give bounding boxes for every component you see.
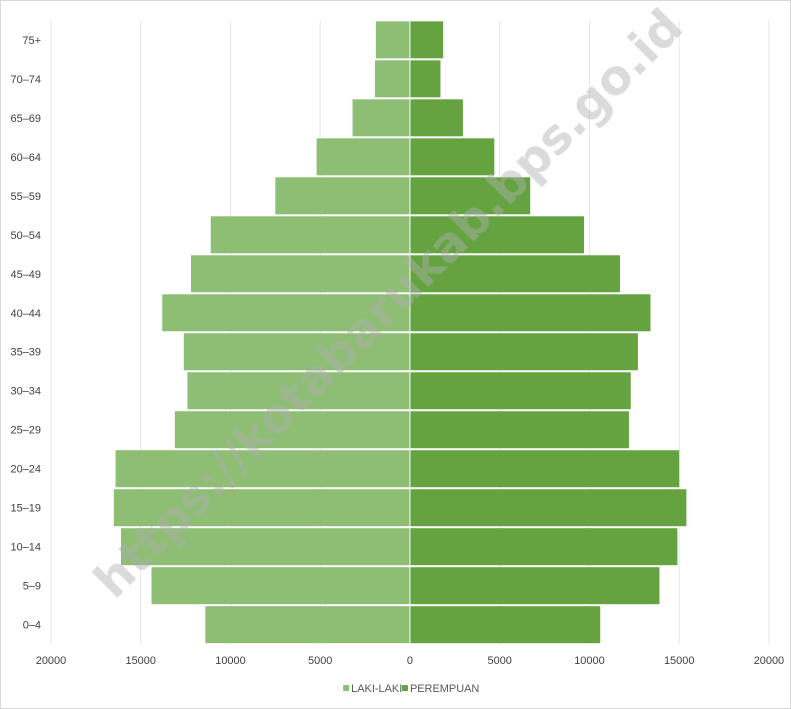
bar-laki-laki [187,372,410,410]
bar-perempuan [409,411,629,449]
y-category-label: 45–49 [11,269,41,281]
bars [113,20,687,645]
legend: LAKI-LAKI PEREMPUAN [343,683,479,695]
y-category-label: 30–34 [11,386,41,398]
bar-perempuan [409,489,687,527]
x-tick-label: 20000 [36,655,66,667]
bar-perempuan [409,255,620,293]
x-tick-label: 10000 [574,655,604,667]
bar-laki-laki [115,450,410,488]
y-category-label: 60–64 [11,152,41,164]
bar-perempuan [409,606,601,644]
bar-laki-laki [374,60,410,98]
bar-laki-laki [275,177,410,215]
bar-laki-laki [190,255,410,293]
bar-laki-laki [120,528,410,566]
bar-perempuan [409,528,678,566]
bar-perempuan [409,567,660,605]
y-category-label: 65–69 [11,113,41,125]
bar-perempuan [409,21,444,59]
y-category-label: 15–19 [11,503,41,515]
bar-perempuan [409,60,441,98]
bar-perempuan [409,177,531,215]
y-category-label: 70–74 [11,74,41,86]
bar-laki-laki [205,606,410,644]
y-category-label: 10–14 [11,542,41,554]
bar-laki-laki [210,216,410,254]
bar-laki-laki [113,489,410,527]
y-category-label: 40–44 [11,308,41,320]
x-tick-label: 20000 [754,655,784,667]
legend-swatch-perempuan [401,685,408,692]
bar-laki-laki [151,567,410,605]
x-tick-label: 15000 [664,655,694,667]
bar-laki-laki [352,99,410,137]
y-category-label: 25–29 [11,425,41,437]
bar-perempuan [409,450,680,488]
bar-perempuan [409,138,495,176]
bar-perempuan [409,333,638,371]
y-category-label: 20–24 [11,464,41,476]
y-category-label: 50–54 [11,230,41,242]
bar-laki-laki [162,294,410,332]
y-category-label: 0–4 [23,620,41,632]
bar-perempuan [409,216,585,254]
x-tick-label: 15000 [125,655,155,667]
bar-laki-laki [183,333,410,371]
legend-label-laki-laki: LAKI-LAKI [351,683,402,695]
y-category-label: 55–59 [11,191,41,203]
bar-perempuan [409,372,631,410]
x-tick-label: 10000 [215,655,245,667]
x-tick-label: 5000 [308,655,332,667]
y-category-label: 35–39 [11,347,41,359]
bar-perempuan [409,99,463,137]
x-tick-label: 0 [407,655,413,667]
bar-laki-laki [375,21,410,59]
x-axis-labels: 20000 15000 10000 5000 0 5000 10000 15000 20000 [36,655,784,667]
legend-swatch-laki-laki [343,685,350,692]
legend-label-perempuan: PEREMPUAN [410,683,479,695]
y-axis-labels: 0–4 5–9 10–14 15–19 20–24 25–29 30–34 35–39 40–4… [11,35,41,632]
bar-laki-laki [174,411,410,449]
y-category-label: 5–9 [23,581,41,593]
bar-laki-laki [316,138,410,176]
x-tick-label: 5000 [488,655,512,667]
y-category-label: 75+ [22,35,41,47]
bar-perempuan [409,294,651,332]
